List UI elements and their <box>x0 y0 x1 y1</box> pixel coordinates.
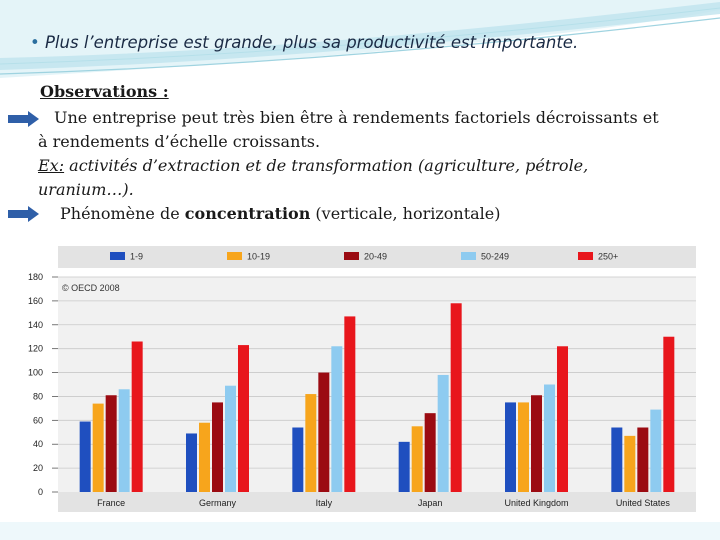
bar <box>105 395 117 492</box>
bar <box>637 427 649 492</box>
right-arrow-icon <box>8 111 39 127</box>
header-swoosh-band <box>0 2 720 70</box>
y-tick-label: 40 <box>33 439 43 449</box>
bar <box>518 402 529 492</box>
x-category-label: United States <box>616 498 671 508</box>
concentration-prefix: Phénomène de <box>60 204 185 223</box>
header-swoosh-line <box>0 17 720 75</box>
legend-swatch <box>461 252 476 260</box>
bar <box>450 303 462 492</box>
bar-chart: 1-9 10-19 20-49 50-249 250+ 0 20 40 60 80 100 120 14… <box>28 246 696 512</box>
title-text: Plus l’entreprise est grande, plus sa pr… <box>44 33 579 52</box>
x-category-label: Italy <box>316 498 333 508</box>
legend-background <box>58 246 696 268</box>
x-category-label: Japan <box>418 498 443 508</box>
legend-label: 10-19 <box>247 252 270 262</box>
y-tick-label: 120 <box>28 344 43 354</box>
bar <box>292 427 304 492</box>
copyright-annotation: © OECD 2008 <box>62 283 120 293</box>
bar <box>505 402 516 492</box>
concentration-suffix: (verticale, horizontale) <box>310 204 501 223</box>
bar <box>199 422 210 492</box>
legend-label: 50-249 <box>481 252 509 262</box>
bar <box>544 384 555 492</box>
bar <box>557 346 568 492</box>
slide-title: • Plus l’entreprise est grande, plus sa … <box>30 33 710 52</box>
footer-band <box>0 522 720 540</box>
bar <box>650 409 662 492</box>
right-arrow-icon <box>8 206 39 222</box>
x-category-label: France <box>97 498 125 508</box>
x-category-label: United Kingdom <box>504 498 568 508</box>
legend-swatch <box>110 252 125 260</box>
paragraph-line-2: à rendements d’échelle croissants. <box>38 132 321 151</box>
concentration-line: Phénomène de concentration (verticale, h… <box>60 202 501 226</box>
bar <box>663 336 675 492</box>
plot-area <box>58 277 696 492</box>
bar <box>92 403 104 492</box>
y-tick-label: 0 <box>38 487 43 497</box>
bar <box>238 345 249 492</box>
y-tick-label: 180 <box>28 272 43 282</box>
bar <box>424 413 436 492</box>
legend-swatch <box>344 252 359 260</box>
observation-paragraph: Une entreprise peut très bien être à ren… <box>38 106 698 154</box>
bar <box>131 341 143 492</box>
y-tick-label: 60 <box>33 415 43 425</box>
bar <box>611 427 623 492</box>
bar <box>318 372 330 492</box>
bar <box>398 441 410 492</box>
bar <box>531 395 542 492</box>
oecd-productivity-chart: 1-9 10-19 20-49 50-249 250+ 0 20 40 60 80 100 120 14… <box>24 240 704 515</box>
bar <box>624 435 636 492</box>
bar <box>118 389 130 492</box>
bar <box>331 346 343 492</box>
y-tick-label: 100 <box>28 368 43 378</box>
concentration-keyword: concentration <box>184 204 311 223</box>
bar <box>225 385 236 492</box>
title-bullet: • <box>30 33 40 52</box>
y-tick-label: 80 <box>33 391 43 401</box>
example-label: Ex: <box>38 156 65 175</box>
example-text: activités d’extraction et de transformat… <box>38 156 589 199</box>
legend-label: 250+ <box>598 252 618 262</box>
y-tick-label: 160 <box>28 296 43 306</box>
x-axis-band <box>58 492 696 512</box>
paragraph-line-1: Une entreprise peut très bien être à ren… <box>54 108 659 127</box>
header-swoosh-line <box>0 7 720 65</box>
bar <box>344 316 356 492</box>
legend-swatch <box>578 252 593 260</box>
bar <box>437 374 449 492</box>
legend-swatch <box>227 252 242 260</box>
observations-heading: Observations : <box>40 82 169 101</box>
y-tick-label: 20 <box>33 463 43 473</box>
bar <box>411 426 423 492</box>
legend-label: 20-49 <box>364 252 387 262</box>
legend-label: 1-9 <box>130 252 143 262</box>
bar <box>186 433 197 492</box>
bar <box>212 402 223 492</box>
example-paragraph: Ex: activités d’extraction et de transfo… <box>38 154 678 202</box>
bar <box>305 394 317 492</box>
y-tick-label: 140 <box>28 320 43 330</box>
x-category-label: Germany <box>199 498 237 508</box>
bar <box>79 421 91 492</box>
